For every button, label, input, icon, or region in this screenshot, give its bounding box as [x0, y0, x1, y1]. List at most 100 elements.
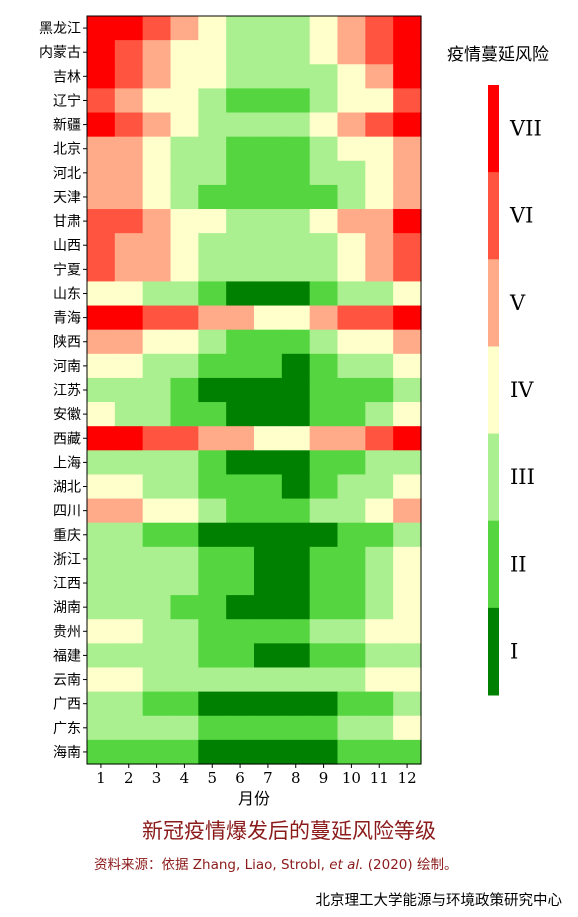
heatmap-cell — [114, 522, 144, 548]
month-label: 10 — [342, 769, 361, 787]
heatmap-cell — [393, 64, 422, 89]
heatmap-cell — [87, 257, 116, 283]
heatmap-cell — [365, 88, 394, 114]
heatmap-cell — [254, 64, 283, 89]
heatmap-cell — [393, 160, 422, 186]
heatmap-cell — [114, 209, 144, 234]
province-label: 上海 — [53, 455, 81, 471]
heatmap-cell — [114, 112, 144, 138]
heatmap-cell — [87, 619, 116, 644]
heatmap-cell — [337, 522, 366, 548]
heatmap-cell — [254, 233, 283, 258]
heatmap-cell — [170, 353, 199, 379]
heatmap-cell — [87, 305, 116, 331]
heatmap-cell — [87, 88, 116, 114]
province-label: 海南 — [53, 745, 81, 761]
heatmap-cell — [87, 64, 116, 89]
heatmap-cell — [142, 257, 172, 283]
heatmap-cell — [393, 474, 422, 500]
heatmap-cell — [309, 209, 339, 234]
province-label: 云南 — [53, 673, 81, 689]
heatmap-cell — [393, 16, 422, 41]
heatmap-cell — [365, 426, 394, 451]
heatmap-cell — [393, 522, 422, 548]
heatmap-cell — [337, 64, 366, 89]
heatmap-cell — [142, 402, 172, 427]
heatmap-cell — [337, 643, 366, 669]
month-tick-labels: 1 2 3 4 5 6 7 8 9 10 11 12 — [96, 764, 417, 787]
heatmap-cell — [254, 522, 283, 548]
heatmap-cell — [281, 474, 311, 500]
heatmap-cell — [142, 305, 172, 331]
province-label: 四川 — [53, 504, 81, 520]
heatmap-cell — [365, 691, 394, 717]
legend-swatch — [488, 172, 499, 260]
heatmap-cell — [254, 498, 283, 524]
heatmap-cell — [142, 64, 172, 89]
heatmap-cell — [226, 160, 255, 186]
heatmap-cell — [198, 402, 227, 427]
province-label: 江苏 — [53, 383, 81, 399]
heatmap-cell — [142, 209, 172, 234]
legend-level-label: IV — [510, 378, 534, 402]
province-label: 山东 — [53, 286, 81, 302]
legend-swatch — [488, 85, 499, 173]
heatmap-cell — [114, 570, 144, 596]
heatmap-cell — [393, 184, 422, 210]
heatmap-cell — [198, 619, 227, 644]
heatmap-cell — [198, 184, 227, 210]
heatmap-cell — [87, 16, 116, 41]
heatmap-cell — [226, 281, 255, 307]
heatmap-cell — [170, 209, 199, 234]
heatmap-cell — [226, 595, 255, 620]
heatmap-cell — [198, 570, 227, 596]
heatmap-cell — [337, 329, 366, 355]
heatmap-cell — [309, 281, 339, 307]
heatmap-cell — [114, 667, 144, 693]
heatmap-cell — [281, 184, 311, 210]
heatmap-cell — [142, 353, 172, 379]
heatmap-cell — [170, 305, 199, 331]
heatmap-cell — [198, 40, 227, 65]
heatmap-cell — [114, 426, 144, 451]
heatmap-cell — [309, 353, 339, 379]
heatmap-cell — [170, 377, 199, 403]
heatmap-cell — [365, 257, 394, 283]
heatmap-cell — [170, 498, 199, 524]
heatmap-cell — [170, 595, 199, 620]
heatmap-cell — [337, 233, 366, 258]
heatmap-cell — [198, 160, 227, 186]
heatmap-cell — [393, 88, 422, 114]
heatmap-cell — [114, 474, 144, 500]
heatmap-cell — [281, 426, 311, 451]
heatmap-cell — [114, 353, 144, 379]
heatmap-cell — [87, 184, 116, 210]
heatmap-cell — [170, 619, 199, 644]
heatmap-cell — [142, 88, 172, 114]
heatmap-cell — [170, 112, 199, 138]
heatmap-cell — [254, 450, 283, 476]
heatmap-cell — [254, 715, 283, 741]
source-et-al: et al. — [329, 857, 364, 873]
heatmap-cell — [337, 546, 366, 572]
heatmap-cell — [281, 667, 311, 693]
heatmap-cell — [142, 160, 172, 186]
heatmap-cell — [393, 643, 422, 669]
legend-level-label: VI — [509, 204, 533, 228]
heatmap-cell — [87, 595, 116, 620]
heatmap-cell — [393, 377, 422, 403]
heatmap-cell — [87, 353, 116, 379]
heatmap-cell — [226, 522, 255, 548]
heatmap-cell — [87, 739, 116, 765]
province-label: 新疆 — [53, 118, 81, 134]
heatmap-cell — [254, 619, 283, 644]
heatmap-cell — [198, 377, 227, 403]
heatmap-cell — [198, 643, 227, 669]
heatmap-cell — [281, 233, 311, 258]
heatmap-cell — [393, 209, 422, 234]
legend-level-label: V — [509, 291, 526, 315]
heatmap-cell — [365, 184, 394, 210]
heatmap-cell — [281, 739, 311, 765]
heatmap-cell — [281, 691, 311, 717]
